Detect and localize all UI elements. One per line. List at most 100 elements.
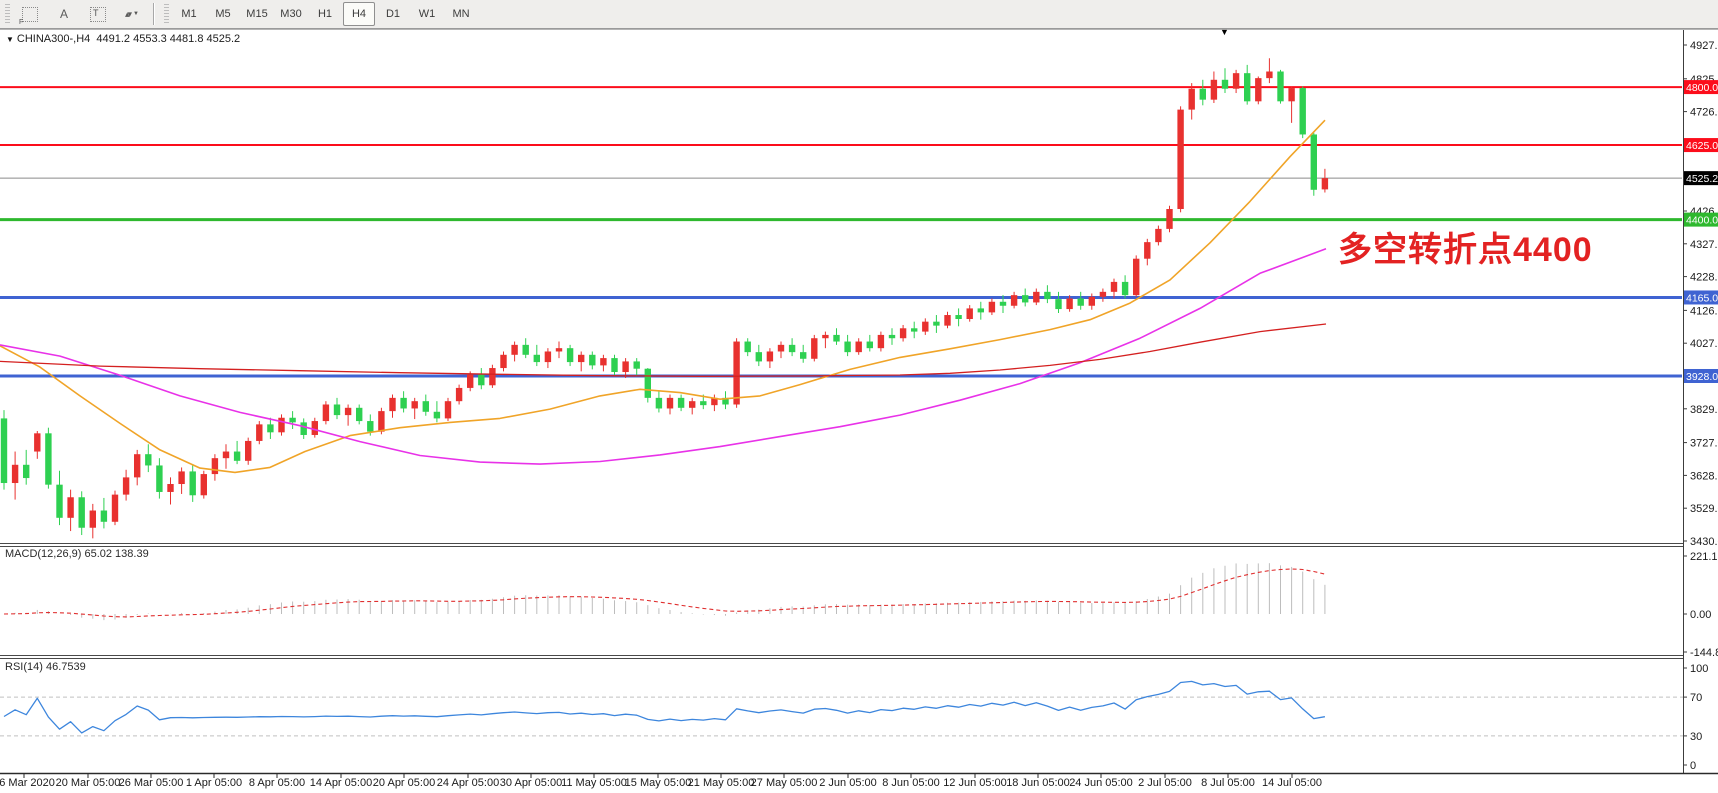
candle-body — [1110, 281, 1118, 292]
candle-body — [89, 510, 96, 528]
candle-body — [955, 315, 962, 320]
timeframe-button-m1[interactable]: M1 — [181, 8, 197, 20]
candle-body — [655, 397, 663, 409]
timeframe-bar: M1 M5 M15 M30 H1 H4 D1 W1 MN — [172, 2, 478, 26]
candle-body — [489, 368, 496, 386]
time-tick-label: 11 May 05:00 — [561, 777, 627, 789]
candle-body — [933, 321, 940, 326]
time-tick-label: 24 Apr 05:00 — [437, 777, 499, 789]
chevron-down-icon: ▼ — [133, 11, 139, 17]
candle-body — [500, 354, 507, 369]
candle-body — [1232, 73, 1240, 89]
candle-body — [1077, 298, 1084, 306]
candle-body — [944, 315, 951, 326]
candle-body — [1277, 71, 1284, 102]
text-t-icon: T — [90, 6, 106, 22]
time-tick-label: 18 Jun 05:00 — [1006, 777, 1070, 789]
candle-body — [67, 497, 74, 518]
timeframe-button-m5[interactable]: M5 — [215, 8, 231, 20]
toolbar: F A T ▴▾ ▼ M1 M5 M15 M30 H1 H4 D1 W1 MN — [0, 0, 1718, 29]
candle-body — [222, 451, 230, 459]
timeframe-button-d1[interactable]: D1 — [385, 8, 401, 20]
candle-body — [145, 454, 152, 466]
candle-body — [245, 440, 252, 461]
candle-body — [422, 401, 429, 412]
rsi-axis-label: 0 — [1690, 760, 1696, 772]
candle-body — [677, 397, 685, 408]
candle-body — [111, 494, 119, 522]
candle-body — [278, 417, 285, 433]
candle-body — [134, 454, 141, 478]
symbol-name: CHINA300-,H4 — [16, 33, 91, 45]
candle-body — [589, 354, 596, 366]
time-tick-label: 27 May 05:00 — [751, 777, 818, 789]
candle-body — [866, 341, 873, 349]
candle-body — [478, 374, 485, 386]
candle-body — [666, 397, 674, 409]
time-tick-label: 24 Jun 05:00 — [1069, 777, 1133, 789]
toolbar-grip[interactable] — [5, 4, 10, 24]
candle-body — [644, 368, 651, 398]
candle-body — [311, 421, 318, 435]
time-tick-label: 20 Apr 05:00 — [373, 777, 435, 789]
candle-body — [455, 387, 463, 402]
symbol-ohlc: 4491.2 4553.3 4481.8 4525.2 — [96, 33, 241, 45]
candle-body — [1299, 88, 1306, 135]
candle-body — [1266, 71, 1273, 79]
timeframe-button-mn[interactable]: MN — [452, 8, 470, 20]
grid-f-icon: F — [19, 6, 38, 26]
toolbar-grip-2[interactable] — [164, 4, 169, 24]
macd-pane[interactable]: 221.13 0.00 -144.84 — [3, 551, 1718, 659]
timeframe-button-h1[interactable]: H1 — [317, 8, 333, 20]
candle-body — [711, 397, 718, 406]
candle-body — [1144, 242, 1151, 259]
candle-body — [200, 474, 207, 496]
timeframe-button-w1[interactable]: W1 — [418, 8, 436, 20]
candle-body — [1244, 73, 1251, 102]
ma-slow-red[interactable] — [0, 323, 1327, 377]
timeframe-button-h4[interactable]: H4 — [343, 2, 375, 26]
price-tick-label: 3727.0 — [1690, 438, 1718, 450]
toolbar-separator — [153, 3, 155, 25]
candle-body — [899, 328, 907, 339]
time-tick-label: 30 Apr 05:00 — [500, 777, 562, 789]
timeframe-button-m30[interactable]: M30 — [280, 8, 302, 20]
candle-body — [167, 484, 174, 492]
arrows-icon: ▴▾ — [125, 8, 132, 19]
scroll-to-end-icon[interactable]: ▼ — [1220, 27, 1229, 37]
ma-mid-magenta[interactable] — [0, 248, 1327, 465]
candle-body — [433, 411, 441, 419]
macd-axis-label: -144.84 — [1690, 647, 1718, 659]
price-tick-label: 4327.0 — [1690, 239, 1718, 251]
candle-body — [533, 354, 540, 363]
chart-annotation[interactable]: 多空转折点4400 — [1338, 231, 1593, 269]
candle-body — [344, 407, 352, 416]
candle-body — [689, 401, 696, 408]
rsi-axis-label: 100 — [1690, 663, 1708, 675]
candle-body — [78, 497, 85, 528]
grid-f-tool-button[interactable]: F — [14, 2, 46, 26]
text-tool-button[interactable]: T — [82, 2, 114, 26]
price-badge-4625.0 — [1684, 138, 1718, 153]
time-tick-label: 15 May 05:00 — [625, 777, 692, 789]
candle-body — [522, 344, 529, 355]
arrows-tool-button[interactable]: ▴▾ ▼ — [116, 2, 148, 26]
label-tool-button[interactable]: A — [48, 2, 80, 26]
rsi-axis-label: 70 — [1690, 692, 1702, 704]
candle-body — [189, 471, 196, 496]
candle-body — [1321, 178, 1329, 190]
rsi-pane[interactable]: 100 70 30 0 — [0, 663, 1708, 772]
candle-body — [1210, 79, 1218, 100]
timeframe-button-m15[interactable]: M15 — [246, 8, 268, 20]
candle-body — [1066, 298, 1073, 310]
time-tick-label: 14 Apr 05:00 — [310, 777, 372, 789]
price-axis[interactable]: 4927.04825.04726.04426.04327.04228.04126… — [1683, 40, 1718, 548]
symbol-dropdown-icon[interactable]: ▼ — [6, 35, 14, 44]
candle-body — [289, 417, 296, 423]
candle-body — [811, 338, 818, 359]
candle-body — [600, 358, 607, 366]
price-tick-label: 3628.0 — [1690, 470, 1718, 482]
ma-fast-orange[interactable] — [0, 119, 1326, 474]
